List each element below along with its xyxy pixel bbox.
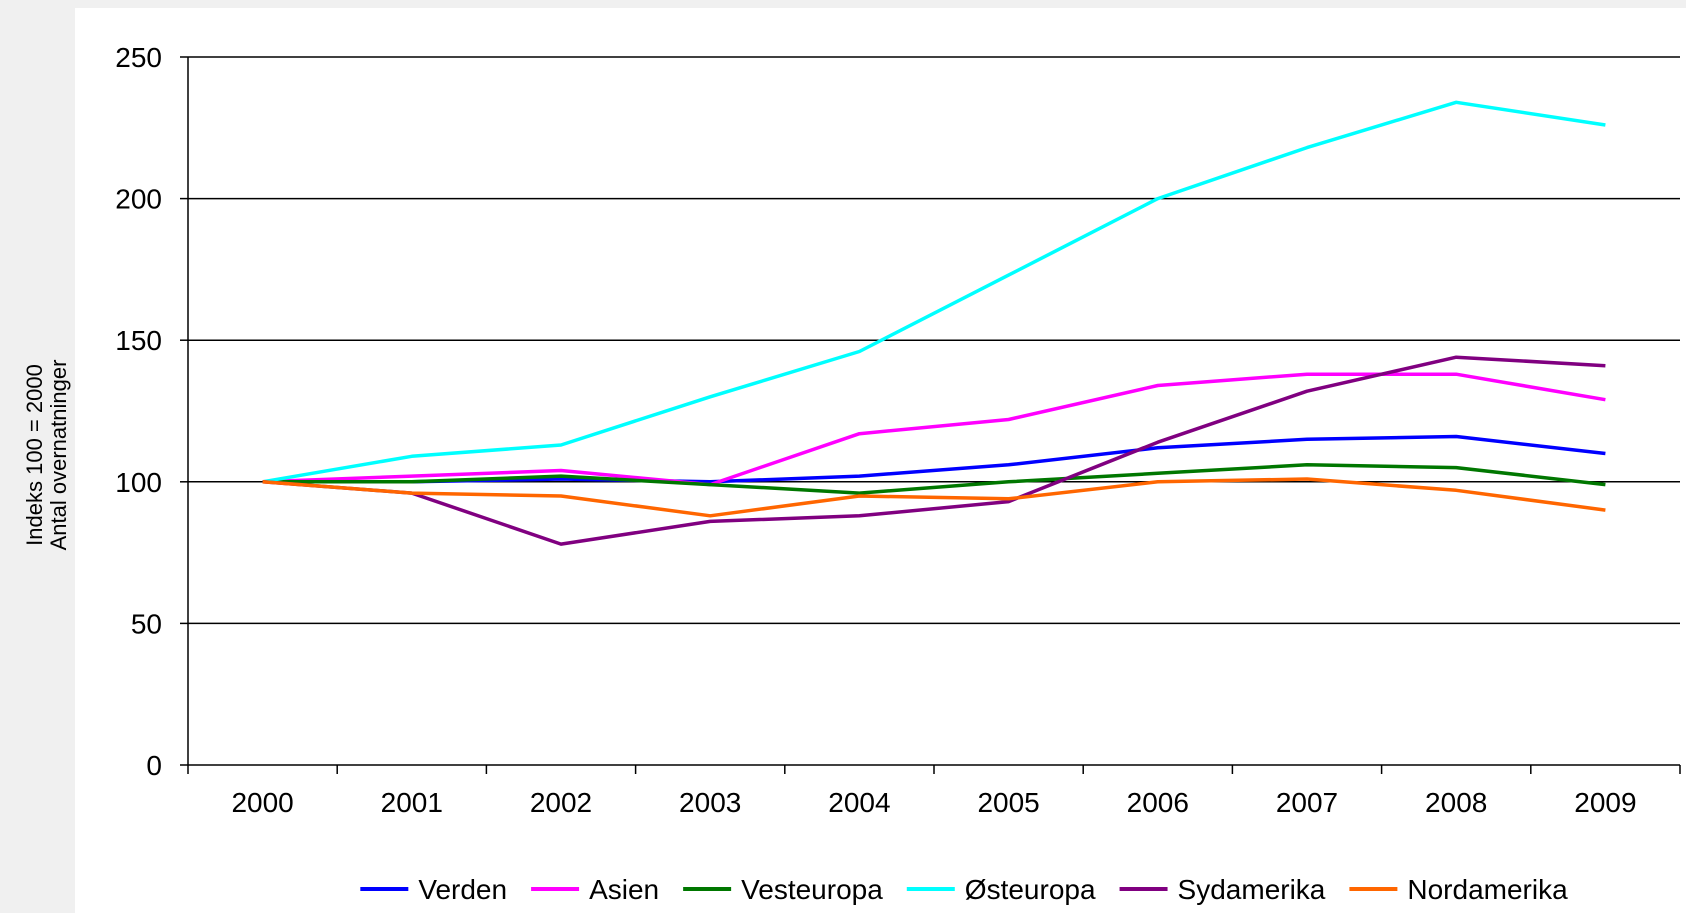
y-tick-label: 50 [131, 608, 162, 639]
axes [180, 56, 1681, 774]
legend-label: Nordamerika [1407, 874, 1568, 905]
legend-label: Asien [589, 874, 659, 905]
x-tick-label: 2004 [828, 787, 890, 818]
y-axis-title-line: Indeks 100 = 2000 [22, 364, 47, 546]
x-tick-label: 2002 [530, 787, 592, 818]
x-tick-label: 2007 [1276, 787, 1338, 818]
legend-label: Verden [418, 874, 507, 905]
legend: Verden Asien Vesteuropa Østeuropa Sydamerika… [360, 874, 1568, 905]
x-tick-label: 2008 [1425, 787, 1487, 818]
legend-label: Østeuropa [965, 874, 1096, 905]
series-line-vesteuropa [262, 463, 1606, 495]
y-tick-label: 100 [115, 467, 162, 498]
x-tick-label: 2005 [977, 787, 1039, 818]
grid-lines [188, 56, 1680, 625]
legend-label: Vesteuropa [741, 874, 883, 905]
y-tick-label: 0 [146, 750, 162, 781]
x-tick-labels: 2000 2001 2002 2003 2004 2005 2006 2007 2008 2009 [231, 787, 1636, 818]
y-axis-title: Indeks 100 = 2000 Antal overnatninger [22, 360, 71, 551]
series-line-nordamerika [262, 477, 1606, 518]
x-tick-label: 2009 [1574, 787, 1636, 818]
y-axis-title-line: Antal overnatninger [46, 360, 71, 551]
y-tick-label: 150 [115, 325, 162, 356]
x-tick-label: 2000 [231, 787, 293, 818]
x-tick-label: 2006 [1127, 787, 1189, 818]
series-line-sydamerika [262, 355, 1606, 546]
legend-label: Sydamerika [1178, 874, 1326, 905]
y-tick-labels: 0 50 100 150 200 250 [115, 42, 162, 781]
series-line-østeuropa [262, 100, 1606, 484]
series-lines [262, 100, 1606, 546]
x-tick-label: 2001 [381, 787, 443, 818]
chart-area [75, 8, 1686, 913]
x-tick-label: 2003 [679, 787, 741, 818]
y-tick-label: 250 [115, 42, 162, 73]
y-tick-label: 200 [115, 184, 162, 215]
